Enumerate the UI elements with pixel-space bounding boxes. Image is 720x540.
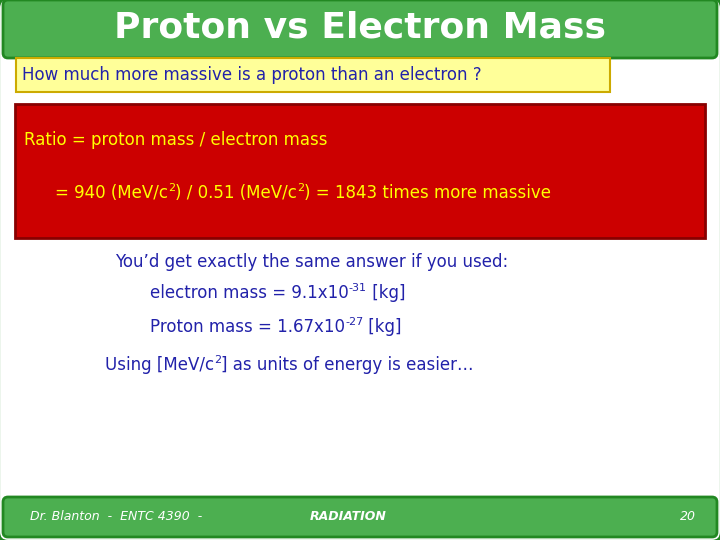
Text: -31: -31: [348, 283, 366, 293]
FancyBboxPatch shape: [16, 58, 610, 92]
Text: = 940 (MeV/c: = 940 (MeV/c: [55, 184, 168, 202]
FancyBboxPatch shape: [3, 497, 717, 537]
Text: ) = 1843 times more massive: ) = 1843 times more massive: [304, 184, 551, 202]
Text: ] as units of energy is easier…: ] as units of energy is easier…: [221, 356, 474, 374]
Text: [kg]: [kg]: [364, 318, 402, 336]
Text: 2: 2: [214, 355, 221, 365]
Text: Proton vs Electron Mass: Proton vs Electron Mass: [114, 11, 606, 45]
Text: -27: -27: [345, 317, 364, 327]
Text: How much more massive is a proton than an electron ?: How much more massive is a proton than a…: [22, 66, 482, 84]
Text: 20: 20: [680, 510, 696, 523]
FancyBboxPatch shape: [3, 0, 717, 58]
Text: ) / 0.51 (MeV/c: ) / 0.51 (MeV/c: [175, 184, 297, 202]
Text: electron mass = 9.1x10: electron mass = 9.1x10: [150, 284, 348, 302]
FancyBboxPatch shape: [15, 104, 705, 238]
Text: Using [MeV/c: Using [MeV/c: [105, 356, 214, 374]
Text: 2: 2: [168, 183, 175, 193]
Text: RADIATION: RADIATION: [310, 510, 387, 523]
Text: Proton mass = 1.67x10: Proton mass = 1.67x10: [150, 318, 345, 336]
Text: [kg]: [kg]: [366, 284, 405, 302]
Text: You’d get exactly the same answer if you used:: You’d get exactly the same answer if you…: [115, 253, 508, 271]
Text: Ratio = proton mass / electron mass: Ratio = proton mass / electron mass: [24, 131, 328, 149]
Text: 2: 2: [297, 183, 304, 193]
Text: Dr. Blanton  -  ENTC 4390  -: Dr. Blanton - ENTC 4390 -: [30, 510, 202, 523]
